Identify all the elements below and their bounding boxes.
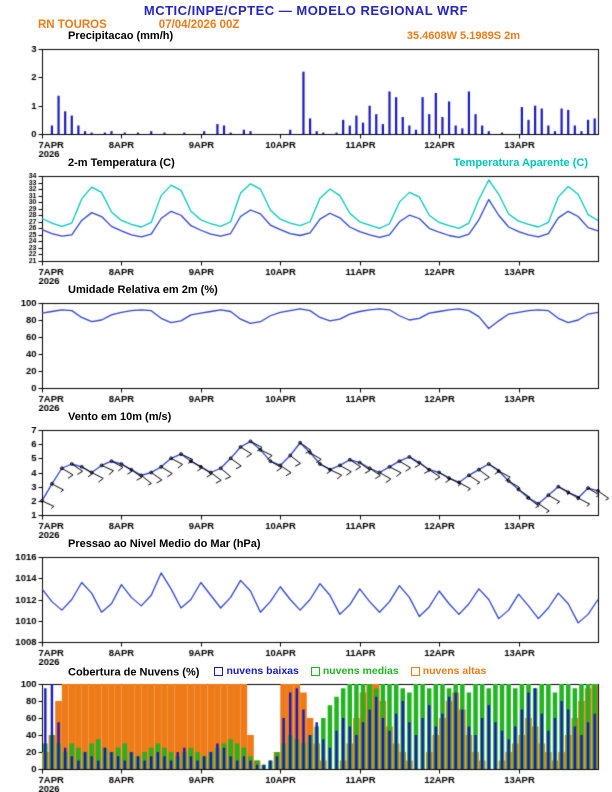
panel-humidity: Umidade Relativa em 2m (%) [0,284,612,411]
humidity-title-row: Umidade Relativa em 2m (%) [0,284,612,300]
humidity-title: Umidade Relativa em 2m (%) [68,284,218,296]
cloud-legend: nuvens baixas nuvens medias nuvens altas [214,665,486,677]
panel-pressure: Pressao ao Nivel Medio do Mar (hPa) [0,538,612,665]
precipitation-title-row: Precipitacao (mm/h) 35.4608W 5.1989S 2m [0,30,612,46]
low-clouds-label: nuvens baixas [226,665,299,677]
wind-title-row: Vento em 10m (m/s) [0,411,612,427]
precipitation-chart-canvas [0,46,612,157]
high-clouds-label: nuvens altas [422,665,487,677]
run-info-row: RN TOUROS 07/04/2026 00Z [0,19,612,31]
legend-item-mid-clouds: nuvens medias [310,665,399,677]
apparent-temperature-label: Temperatura Aparente (C) [453,157,588,169]
mid-clouds-swatch-icon [310,666,320,676]
mid-clouds-label: nuvens medias [322,665,399,677]
humidity-chart-canvas [0,300,612,411]
header: MCTIC/INPE/CPTEC — MODELO REGIONAL WRF R… [0,0,612,31]
pressure-chart-canvas [0,554,612,665]
panel-wind: Vento em 10m (m/s) [0,411,612,538]
station-coordinates: 35.4608W 5.1989S 2m [406,30,520,42]
panel-precipitation: Precipitacao (mm/h) 35.4608W 5.1989S 2m [0,30,612,157]
cloud-cover-title-row: Cobertura de Nuvens (%) nuvens baixas nu… [0,665,612,681]
run-datetime: 07/04/2026 00Z [158,19,240,31]
cloud-cover-title: Cobertura de Nuvens (%) [68,666,200,679]
station-name: RN TOUROS [38,19,107,31]
wind-title: Vento em 10m (m/s) [68,411,172,423]
panel-cloud-cover: Cobertura de Nuvens (%) nuvens baixas nu… [0,665,612,792]
temperature-chart-canvas [0,173,612,284]
legend-item-high-clouds: nuvens altas [410,665,487,677]
high-clouds-swatch-icon [410,666,420,676]
cloud-cover-chart-canvas [0,681,612,792]
model-title: MCTIC/INPE/CPTEC — MODELO REGIONAL WRF [143,3,469,18]
pressure-title-row: Pressao ao Nivel Medio do Mar (hPa) [0,538,612,554]
legend-item-low-clouds: nuvens baixas [214,665,299,677]
panel-temperature: 2-m Temperatura (C) Temperatura Aparente… [0,157,612,284]
precipitation-title: Precipitacao (mm/h) [68,30,174,42]
pressure-title: Pressao ao Nivel Medio do Mar (hPa) [68,538,261,550]
wind-chart-canvas [0,427,612,538]
temperature-title: 2-m Temperatura (C) [68,157,175,169]
low-clouds-swatch-icon [214,666,224,676]
temperature-title-row: 2-m Temperatura (C) Temperatura Aparente… [0,157,612,173]
